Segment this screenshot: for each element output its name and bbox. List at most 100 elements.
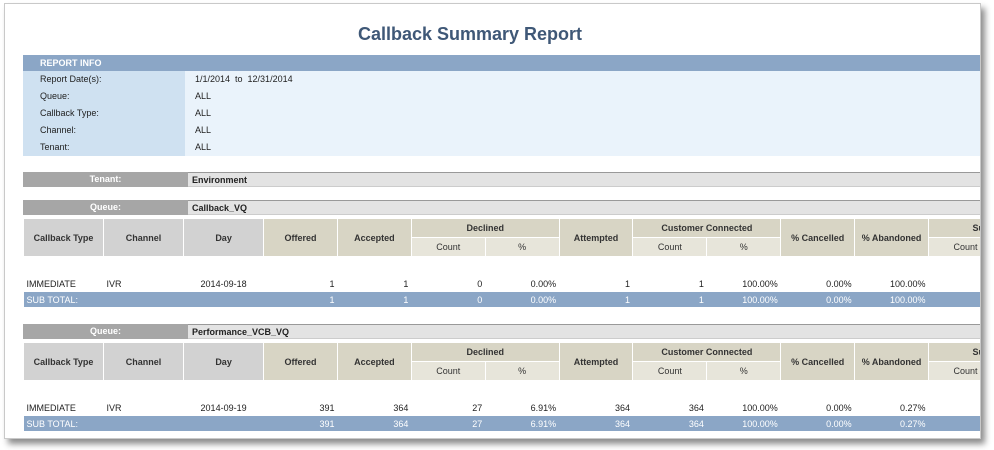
tenant-bar: Tenant: Environment	[23, 172, 980, 187]
col-channel: Channel	[103, 342, 185, 381]
cell-type: IMMEDIATE	[23, 275, 104, 292]
cell-day: 2014-09-18	[183, 275, 264, 292]
subtotal-accepted: 1	[337, 292, 412, 307]
cell-day: 2014-09-19	[183, 399, 264, 416]
cell-offered: 391	[263, 399, 338, 416]
cell-offered: 1	[263, 275, 338, 292]
col-success: Succe	[928, 342, 980, 362]
report-info-header: REPORT INFO	[23, 55, 980, 71]
info-label: Callback Type:	[23, 105, 185, 122]
info-row-dates: Report Date(s): 1/1/2014 to 12/31/2014	[23, 71, 980, 88]
cell-channel: IVR	[103, 275, 184, 292]
col-customer-connected: Customer Connected	[632, 342, 782, 362]
col-cc-pct: %	[706, 361, 782, 381]
col-channel: Channel	[103, 218, 185, 257]
cell-accepted: 364	[337, 399, 412, 416]
queue-value: Callback_VQ	[188, 200, 980, 215]
subtotal-declined-pct: 6.91%	[485, 416, 560, 431]
col-accepted: Accepted	[336, 342, 412, 381]
cell-abandoned: 0.27%	[854, 399, 929, 416]
col-cc-count: Count	[632, 237, 708, 257]
callback-table: Callback Type Channel Day Offered Accept…	[22, 218, 980, 307]
queue-bar: Queue: Performance_VCB_VQ	[23, 324, 980, 339]
cell-attempted: 364	[559, 399, 633, 416]
info-value: ALL	[195, 142, 212, 152]
col-customer-connected: Customer Connected	[632, 218, 782, 238]
col-cc-count: Count	[632, 361, 708, 381]
col-declined-pct: %	[484, 237, 560, 257]
col-day: Day	[183, 218, 265, 257]
col-declined: Declined	[410, 342, 560, 362]
cell-cancelled: 0.00%	[780, 275, 855, 292]
subtotal-row: SUB TOTAL: 1 1 0 0.00% 1 1 100.00% 0.00%…	[23, 292, 980, 307]
queue-label: Queue:	[23, 200, 188, 215]
subtotal-label: SUB TOTAL:	[23, 416, 264, 431]
col-pct-abandoned: % Abandoned	[854, 218, 929, 257]
info-label: Report Date(s):	[23, 71, 185, 88]
info-row-queue: Queue: ALL	[23, 88, 980, 105]
cell-abandoned: 100.00%	[854, 275, 929, 292]
cell-cc-count: 1	[632, 275, 707, 292]
cell-type: IMMEDIATE	[23, 399, 104, 416]
col-declined-count: Count	[410, 237, 486, 257]
cell-declined-pct: 0.00%	[485, 275, 560, 292]
col-day: Day	[183, 342, 265, 381]
col-success: Succe	[928, 218, 980, 238]
callback-table: Callback Type Channel Day Offered Accept…	[22, 342, 980, 431]
report-page: Callback Summary Report REPORT INFO Repo…	[4, 3, 981, 439]
col-accepted: Accepted	[336, 218, 412, 257]
info-value: ALL	[195, 108, 212, 118]
col-declined: Declined	[410, 218, 560, 238]
cell-channel: IVR	[103, 399, 184, 416]
tenant-label: Tenant:	[23, 172, 188, 187]
subtotal-offered: 391	[263, 416, 338, 431]
subtotal-abandoned: 100.00%	[854, 292, 929, 307]
col-attempted: Attempted	[558, 218, 634, 257]
subtotal-label: SUB TOTAL:	[23, 292, 264, 307]
subtotal-cc-pct: 100.00%	[706, 416, 781, 431]
queue-label: Queue:	[23, 324, 188, 339]
cell-attempted: 1	[559, 275, 633, 292]
cell-success: 363	[928, 399, 980, 416]
cell-declined-count: 0	[411, 275, 486, 292]
col-declined-pct: %	[484, 361, 560, 381]
queue-bar: Queue: Callback_VQ	[23, 200, 980, 215]
cell-declined-pct: 6.91%	[485, 399, 560, 416]
cell-cc-pct: 100.00%	[706, 275, 781, 292]
queue-value: Performance_VCB_VQ	[188, 324, 980, 339]
info-row-callback-type: Callback Type: ALL	[23, 105, 980, 122]
subtotal-cancelled: 0.00%	[780, 292, 855, 307]
table-row: IMMEDIATE IVR 2014-09-18 1 1 0 0.00% 1 1…	[23, 275, 980, 292]
col-offered: Offered	[263, 342, 338, 381]
info-value: ALL	[195, 125, 212, 135]
subtotal-success: 363	[928, 416, 980, 431]
cell-cc-count: 364	[632, 399, 707, 416]
cell-success: 0	[928, 275, 980, 292]
subtotal-success: 0	[928, 292, 980, 307]
col-offered: Offered	[263, 218, 338, 257]
subtotal-attempted: 1	[559, 292, 633, 307]
col-cc-pct: %	[706, 237, 782, 257]
report-title: Callback Summary Report	[357, 24, 583, 44]
subtotal-declined-count: 27	[411, 416, 486, 431]
subtotal-declined-pct: 0.00%	[485, 292, 560, 307]
info-value: 1/1/2014 to 12/31/2014	[195, 74, 293, 84]
subtotal-attempted: 364	[559, 416, 633, 431]
subtotal-accepted: 364	[337, 416, 412, 431]
subtotal-offered: 1	[263, 292, 338, 307]
cell-cancelled: 0.00%	[780, 399, 855, 416]
info-row-tenant: Tenant: ALL	[23, 139, 980, 156]
info-label: Channel:	[23, 122, 185, 139]
col-pct-abandoned: % Abandoned	[854, 342, 929, 381]
subtotal-cancelled: 0.00%	[780, 416, 855, 431]
col-attempted: Attempted	[558, 342, 634, 381]
subtotal-abandoned: 0.27%	[854, 416, 929, 431]
info-label: Queue:	[23, 88, 185, 105]
col-callback-type: Callback Type	[22, 342, 105, 381]
col-declined-count: Count	[410, 361, 486, 381]
info-row-channel: Channel: ALL	[23, 122, 980, 139]
cell-cc-pct: 100.00%	[706, 399, 781, 416]
tenant-value: Environment	[188, 172, 980, 187]
subtotal-cc-pct: 100.00%	[706, 292, 781, 307]
subtotal-declined-count: 0	[411, 292, 486, 307]
